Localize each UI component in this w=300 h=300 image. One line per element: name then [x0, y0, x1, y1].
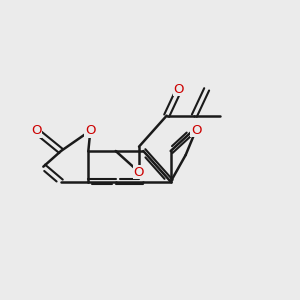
Text: O: O [85, 124, 96, 137]
Text: O: O [191, 124, 201, 136]
Text: O: O [134, 166, 144, 178]
Text: O: O [174, 83, 184, 96]
Text: O: O [31, 124, 41, 137]
